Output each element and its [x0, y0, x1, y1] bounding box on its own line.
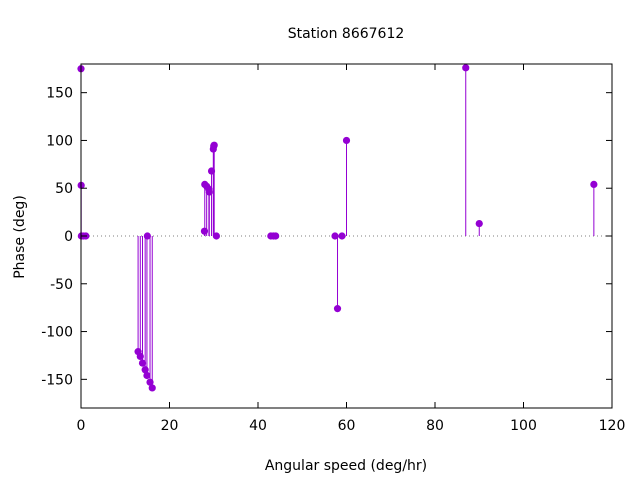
stem-point: [331, 232, 339, 240]
stem-point: [342, 136, 351, 145]
chart-title: Station 8667612: [288, 26, 405, 42]
stem-point: [475, 219, 483, 228]
tick-layer: 0 20 40 60 80 100 120 -150 -100 -50 0 50 100 150: [41, 64, 625, 434]
stem-layer: [77, 64, 598, 392]
y-tick-label: 100: [46, 133, 73, 149]
x-tick-label: 20: [161, 418, 179, 434]
stem-point: [148, 384, 156, 392]
y-tick-label: 0: [64, 229, 73, 245]
stem-point: [272, 232, 280, 240]
x-tick-label: 0: [77, 418, 86, 434]
x-tick-label: 40: [249, 418, 267, 434]
stem-point: [590, 180, 598, 188]
stem-point: [462, 64, 470, 72]
stem-point: [333, 305, 342, 313]
y-tick-label: -50: [50, 277, 73, 293]
x-tick-label: 80: [426, 418, 444, 434]
stem-point: [138, 359, 147, 367]
y-axis-label: Phase (deg): [12, 195, 28, 279]
stem-point: [143, 232, 151, 240]
stem-point: [212, 232, 221, 240]
y-tick-label: 50: [55, 181, 73, 197]
stem-point: [338, 232, 346, 240]
x-tick-label: 100: [510, 418, 537, 434]
stem-point: [210, 141, 218, 149]
y-tick-label: -150: [41, 372, 73, 388]
x-tick-label: 60: [338, 418, 356, 434]
stem-point: [143, 371, 151, 380]
x-axis-label: Angular speed (deg/hr): [265, 458, 427, 474]
y-tick-label: -100: [41, 325, 73, 341]
x-tick-label: 120: [599, 418, 626, 434]
y-tick-label: 150: [46, 86, 73, 102]
